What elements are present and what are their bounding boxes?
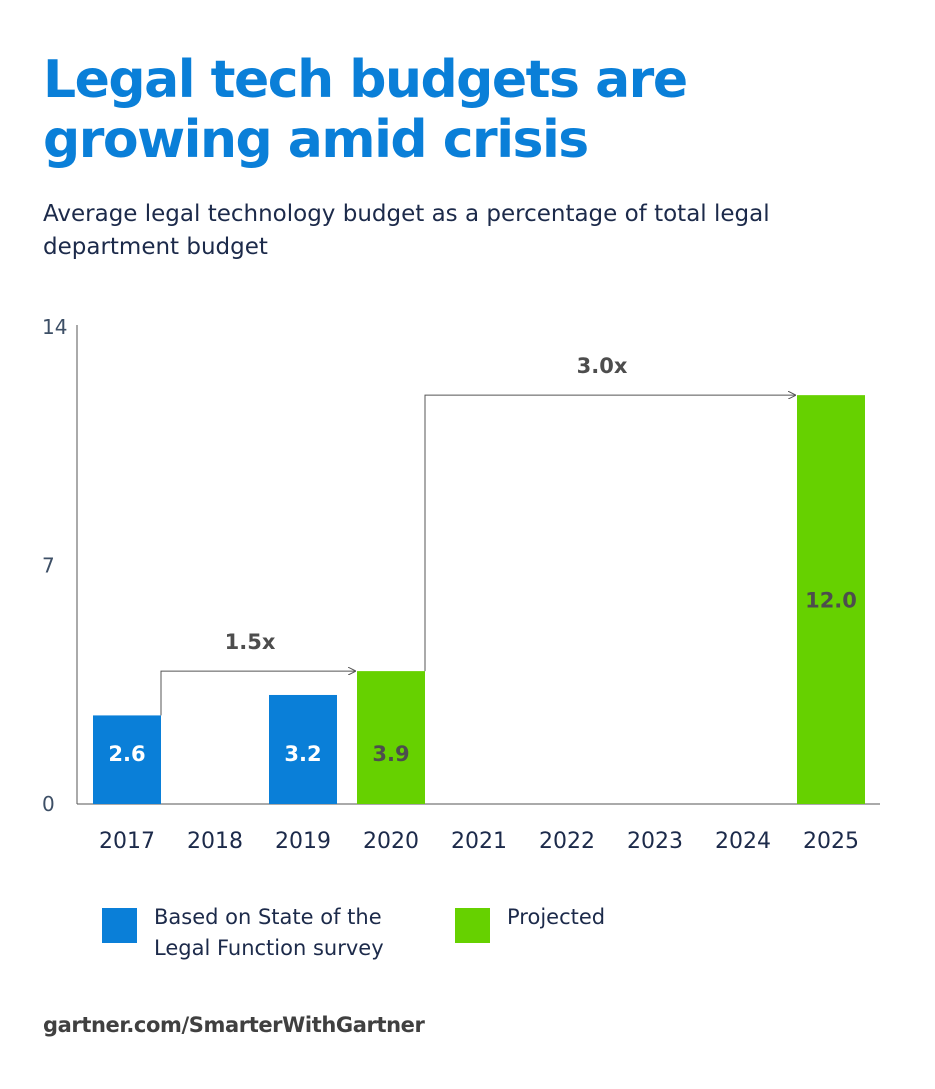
x-tick-label: 2020 [363,829,419,854]
bar-projected [357,671,425,804]
growth-arrow [424,395,795,672]
y-tick-label: 14 [42,315,67,339]
bar-value-label: 12.0 [805,589,857,613]
x-tick-label: 2021 [451,829,507,854]
x-tick-label: 2018 [187,829,243,854]
legend-swatch-projected [455,908,490,943]
bar-chart: 0 7 14 2017 2018 2019 2020 2021 2022 2023 2024 2025… [42,315,880,854]
chart-subtitle: Average legal technology budget as a per… [43,201,770,260]
bar-value-label: 2.6 [108,742,145,766]
chart-title: Legal tech budgets are growing amid cris… [43,50,688,170]
growth-multiplier-label: 1.5x [225,630,276,654]
x-tick-label: 2025 [803,829,859,854]
legend-label-projected: Projected [507,905,606,929]
y-tick-label: 0 [42,792,55,816]
growth-arrow [160,671,355,716]
x-tick-label: 2022 [539,829,595,854]
bar-value-label: 3.2 [284,742,321,766]
x-tick-label: 2023 [627,829,683,854]
bar-projected [797,395,865,804]
x-tick-label: 2019 [275,829,331,854]
y-tick-label: 7 [42,554,55,578]
bar-survey [269,694,337,804]
x-tick-label: 2024 [715,829,771,854]
legend-swatch-survey [102,908,137,943]
legend-label-survey: Based on State of the Legal Function sur… [154,905,384,960]
x-tick-label: 2017 [99,829,155,854]
growth-multiplier-label: 3.0x [577,354,628,378]
bar-survey [93,715,161,804]
bar-value-label: 3.9 [372,742,409,766]
source-footer: gartner.com/SmarterWithGartner [43,1013,425,1037]
